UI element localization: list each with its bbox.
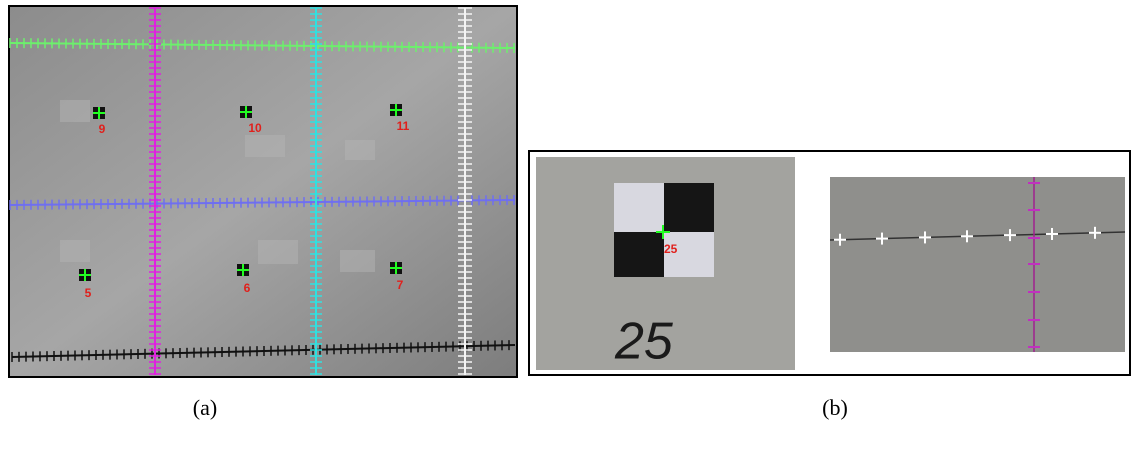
marker-label: 10 bbox=[248, 121, 262, 135]
target-card bbox=[345, 140, 375, 160]
marker-label: 25 bbox=[664, 242, 678, 256]
thermal-image bbox=[9, 6, 517, 377]
target-card bbox=[60, 100, 90, 122]
panel-a: 9 10 11 5 6 7 bbox=[9, 6, 517, 377]
marker-label: 7 bbox=[397, 278, 404, 292]
caption: (b) bbox=[822, 395, 848, 420]
panel-b: 25 25 bbox=[529, 151, 1130, 375]
handwritten-number: 25 bbox=[614, 313, 674, 371]
figure: 9 10 11 5 6 7 25 25 (a) (b) bbox=[0, 0, 1135, 455]
marker-label: 11 bbox=[397, 119, 410, 133]
checker-square bbox=[614, 232, 664, 277]
marker-label: 5 bbox=[85, 286, 92, 300]
target-card bbox=[245, 135, 285, 157]
page: 91011567 25 25 (a) (b) (() => { const da… bbox=[0, 0, 1135, 460]
caption: (a) bbox=[193, 395, 217, 420]
marker-label: 6 bbox=[244, 281, 251, 295]
target-card bbox=[258, 240, 298, 264]
target-card bbox=[60, 240, 90, 262]
checker-square bbox=[664, 183, 714, 232]
crosshair-image bbox=[830, 177, 1125, 352]
marker-label: 9 bbox=[99, 122, 106, 136]
target-card bbox=[340, 250, 375, 272]
